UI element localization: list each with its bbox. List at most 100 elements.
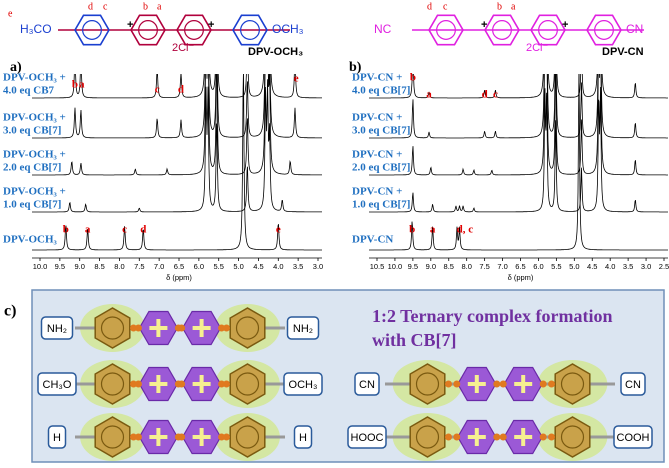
joint: [218, 433, 226, 441]
spectrum-trace: [369, 74, 668, 99]
x-tick-label: 4.5: [587, 262, 597, 271]
x-tick-label: 8.5: [94, 262, 104, 271]
joint: [499, 380, 507, 388]
joint: [548, 433, 555, 441]
peak-label: c: [155, 84, 160, 96]
charge: +: [562, 19, 568, 31]
spectrum-trace: [32, 74, 322, 251]
benzene-unit: [409, 363, 446, 405]
joint: [548, 380, 555, 388]
x-tick-label: 7.5: [479, 262, 489, 271]
trace-label: DPV-CN +: [352, 149, 402, 161]
compound-name: DPV-OCH₃: [248, 46, 303, 58]
joint: [130, 380, 137, 388]
x-tick-label: 9.0: [426, 262, 436, 271]
spectrum-trace: [32, 79, 322, 213]
joint: [218, 380, 226, 388]
spectrum-trace: [369, 86, 668, 213]
end-group: CN: [359, 379, 375, 391]
trace-label: DPV-CN: [352, 234, 393, 246]
charge: +: [208, 19, 214, 31]
proton-label: b: [497, 1, 502, 12]
x-tick-label: 5.5: [551, 262, 561, 271]
peak-label: b: [410, 72, 416, 84]
pyridinium-ring: [530, 14, 566, 46]
positive-charge: [149, 319, 168, 337]
trace-label: 4.0 eq CB[7]: [352, 85, 410, 97]
benzene-ring-inner: [594, 20, 614, 40]
positive-charge: [192, 428, 211, 446]
benzene-inner: [560, 425, 585, 449]
joint: [130, 433, 137, 441]
joint: [493, 433, 501, 441]
joint: [539, 380, 547, 388]
peak-label: b: [63, 224, 69, 236]
benzene-ring-inner: [82, 20, 102, 40]
x-tick-label: 6.0: [194, 262, 204, 271]
x-tick-label: 10.0: [33, 262, 48, 271]
x-axis-label: δ (ppm): [508, 273, 534, 282]
joint: [453, 433, 461, 441]
panel-label: b): [349, 60, 362, 75]
benzene-inner: [100, 316, 125, 340]
proton-label: b: [143, 1, 148, 12]
end-group: OCH₃: [289, 379, 318, 391]
trace-label: DPV-OCH₃ +: [3, 72, 66, 84]
proton-label: e: [8, 8, 13, 19]
end-group-box: [286, 316, 320, 340]
right-group: CN: [626, 22, 643, 36]
joint: [223, 433, 230, 441]
joint: [539, 433, 547, 441]
benzene-inner: [415, 425, 440, 449]
positive-charge: [514, 428, 533, 446]
peak-label: b: [409, 224, 415, 236]
peak-label: d: [482, 89, 488, 101]
trace-label: 4.0 eq CB7: [3, 85, 55, 97]
x-tick-label: 9.5: [408, 262, 418, 271]
peak-label: d: [178, 84, 184, 96]
benzene-unit: [94, 363, 131, 405]
joint: [130, 324, 137, 332]
left-group: NC: [374, 22, 392, 36]
x-tick-label: 7.0: [154, 262, 164, 271]
x-tick-label: 4.0: [273, 262, 283, 271]
pyridinium-ring-inner: [492, 20, 512, 40]
x-axis-label: δ (ppm): [166, 273, 192, 282]
benzene-inner: [415, 372, 440, 396]
peak-label: c: [122, 224, 127, 236]
peak-label: a: [85, 224, 91, 236]
benzene-ring-inner: [240, 20, 260, 40]
peak-label: b: [72, 79, 78, 91]
benzene-unit: [409, 416, 446, 458]
end-group: COOH: [617, 432, 650, 444]
x-tick-label: 3.5: [293, 262, 303, 271]
x-tick-label: 4.5: [253, 262, 263, 271]
proton-label: c: [103, 1, 108, 12]
trace-label: 2.0 eq CB[7]: [3, 162, 61, 174]
proton-label: c: [443, 1, 448, 12]
end-group: NH₂: [293, 323, 313, 335]
positive-charge: [149, 428, 168, 446]
positive-charge: [192, 319, 211, 337]
benzene-unit: [94, 307, 131, 349]
x-tick-label: 6.5: [174, 262, 184, 271]
x-tick-label: 5.0: [569, 262, 579, 271]
end-group-box: [283, 372, 323, 396]
benzene-inner: [235, 316, 260, 340]
trace-label: 1.0 eq CB[7]: [352, 199, 410, 211]
end-group-box: [40, 316, 74, 340]
joint: [134, 324, 142, 332]
benzene-ring: [74, 14, 110, 46]
x-tick-label: 8.0: [461, 262, 471, 271]
benzene-unit: [554, 363, 591, 405]
x-tick-label: 4.0: [605, 262, 615, 271]
joint: [178, 380, 186, 388]
end-group: NH₂: [47, 323, 67, 335]
pyridinium-ring: [130, 14, 166, 46]
proton-label: a: [511, 1, 516, 12]
positive-charge: [514, 375, 533, 393]
benzene-inner: [100, 372, 125, 396]
panel-label: a): [10, 60, 22, 75]
peak-label: d, c: [457, 224, 474, 236]
